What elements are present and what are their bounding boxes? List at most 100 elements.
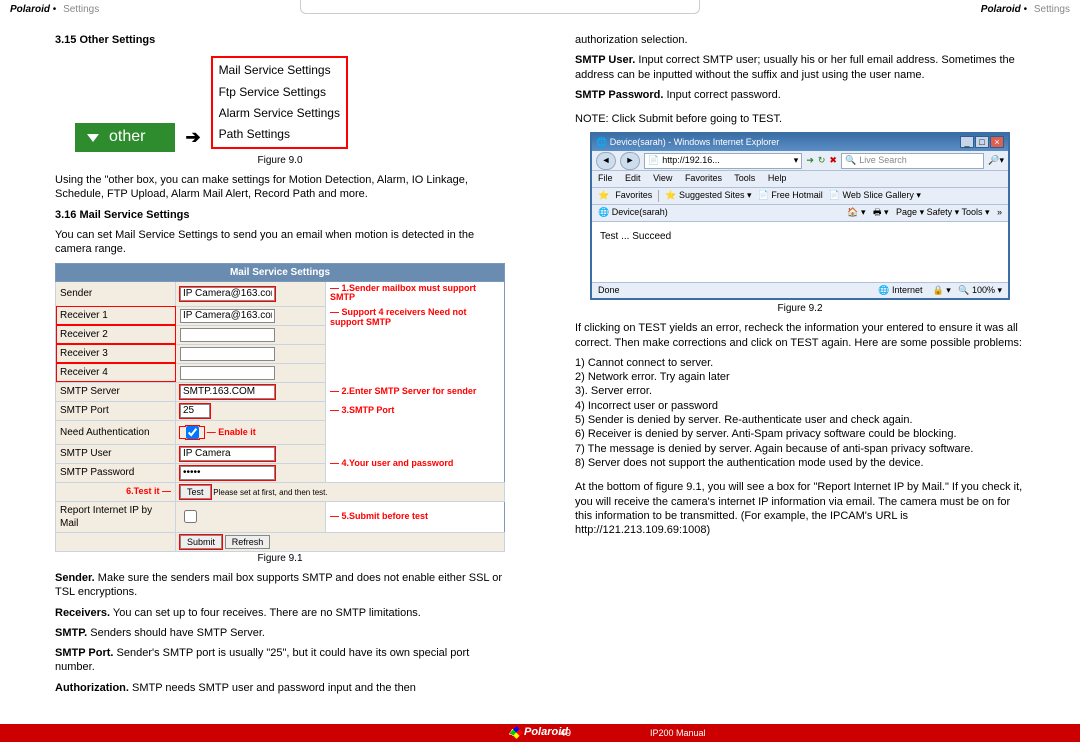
figure-caption: Figure 9.2 xyxy=(575,302,1025,315)
menu-item[interactable]: Tools xyxy=(734,173,755,183)
receiver4-input[interactable] xyxy=(180,366,275,380)
error-item: 6) Receiver is denied by server. Anti-Sp… xyxy=(575,427,1025,441)
tab-tools[interactable]: 🏠 ▾ 🖶 ▾ Page ▾ Safety ▾ Tools ▾ » xyxy=(847,207,1002,219)
favorites-label: Favorites xyxy=(615,190,652,202)
row-label: Receiver 1 xyxy=(56,306,176,325)
ie-status-bar: Done 🌐 Internet 🔒 ▾ 🔍 100% ▾ xyxy=(592,282,1008,299)
page-number: 49 xyxy=(560,728,571,739)
status-zone: Internet xyxy=(892,285,923,295)
list-item[interactable]: Mail Service Settings xyxy=(215,60,344,81)
table-title: Mail Service Settings xyxy=(56,263,505,281)
annotation: 6.Test it — xyxy=(126,487,171,497)
other-dropdown-button[interactable]: other xyxy=(75,123,175,152)
paragraph: At the bottom of figure 9.1, you will se… xyxy=(575,480,1025,537)
refresh-icon[interactable]: ↻ xyxy=(818,155,826,167)
forward-button[interactable]: ► xyxy=(620,152,640,170)
list-item[interactable]: Alarm Service Settings xyxy=(215,103,344,124)
menu-item[interactable]: Favorites xyxy=(685,173,722,183)
tab[interactable]: 🌐 Device(sarah) xyxy=(598,207,668,219)
fav-item[interactable]: ⭐ Suggested Sites ▾ xyxy=(665,190,751,202)
error-item: 4) Incorrect user or password xyxy=(575,399,1025,413)
receiver3-input[interactable] xyxy=(180,347,275,361)
arrow-right-icon: ➔ xyxy=(185,126,200,149)
page-icon: 📄 xyxy=(648,155,659,167)
header-right: Polaroid • Settings xyxy=(540,0,1080,18)
favorites-icon[interactable]: ⭐ xyxy=(598,190,609,202)
header-sub: Settings xyxy=(63,4,99,15)
receiver2-input[interactable] xyxy=(180,328,275,342)
header-sub: Settings xyxy=(1034,4,1070,15)
error-item: 3). Server error. xyxy=(575,384,1025,398)
row-label: SMTP User xyxy=(56,444,176,463)
error-item: 7) The message is denied by server. Agai… xyxy=(575,442,1025,456)
search-box[interactable]: 🔍Live Search xyxy=(841,153,984,169)
heading-mail-settings: 3.16 Mail Service Settings xyxy=(55,208,505,222)
header-brand: Polaroid xyxy=(10,4,50,15)
stop-icon[interactable]: ✖ xyxy=(829,155,837,167)
ie-page-icon: 🌐 xyxy=(596,137,607,147)
mail-service-table: Mail Service Settings Sender — 1.Sender … xyxy=(55,263,505,552)
menu-item[interactable]: Help xyxy=(768,173,787,183)
fav-item[interactable]: 📄 Web Slice Gallery ▾ xyxy=(829,190,921,202)
paragraph: SMTP User. Input correct SMTP user; usua… xyxy=(575,53,1025,82)
row-label: Report Internet IP by Mail xyxy=(56,501,176,532)
row-label: SMTP Password xyxy=(56,463,176,482)
figure-caption: Figure 9.1 xyxy=(55,552,505,565)
page-number: 48 xyxy=(509,728,520,739)
row-label: Sender xyxy=(56,281,176,306)
row-label: SMTP Port xyxy=(56,401,176,420)
paragraph: authorization selection. xyxy=(575,33,1025,47)
menu-item[interactable]: Edit xyxy=(625,173,641,183)
row-label: Need Authentication xyxy=(56,420,176,444)
row-label: Receiver 4 xyxy=(56,363,176,382)
figure-9-0: other ➔ Mail Service Settings Ftp Servic… xyxy=(75,53,505,152)
content-right: authorization selection. SMTP User. Inpu… xyxy=(540,18,1080,724)
fav-item[interactable]: 📄 Free Hotmail xyxy=(758,190,823,202)
back-button[interactable]: ◄ xyxy=(596,152,616,170)
address-bar[interactable]: 📄http://192.16... ▾ xyxy=(644,153,802,169)
footer-left: 48 xyxy=(0,724,540,742)
smtp-password-input[interactable] xyxy=(180,466,275,480)
menu-item[interactable]: File xyxy=(598,173,613,183)
go-button[interactable]: ➔ xyxy=(806,155,814,167)
submit-button[interactable]: Submit xyxy=(180,535,222,549)
annotation: — 2.Enter SMTP Server for sender xyxy=(330,387,476,397)
zoom-level: 100% xyxy=(972,285,995,295)
smtp-port-input[interactable] xyxy=(180,404,210,418)
page-right: Polaroid • Settings authorization select… xyxy=(540,0,1080,742)
page-left: Polaroid • Settings 3.15 Other Settings … xyxy=(0,0,540,742)
search-go[interactable]: 🔎▾ xyxy=(988,155,1004,167)
content-left: 3.15 Other Settings other ➔ Mail Service… xyxy=(0,18,540,724)
error-item: 8) Server does not support the authentic… xyxy=(575,456,1025,470)
paragraph: You can set Mail Service Settings to sen… xyxy=(55,228,505,257)
receiver1-input[interactable] xyxy=(180,309,275,323)
other-settings-list: Mail Service Settings Ftp Service Settin… xyxy=(211,56,348,149)
minimize-button[interactable]: _ xyxy=(960,136,974,148)
sender-input[interactable] xyxy=(180,287,275,301)
other-button-label: other xyxy=(109,127,145,148)
report-ip-checkbox[interactable] xyxy=(184,510,197,523)
dropdown-triangle-icon xyxy=(87,134,99,142)
list-item[interactable]: Ftp Service Settings xyxy=(215,82,344,103)
figure-caption: Figure 9.0 xyxy=(55,154,505,167)
window-buttons: _□× xyxy=(959,136,1004,149)
refresh-button[interactable]: Refresh xyxy=(225,535,271,549)
ie-page-content: Test ... Succeed xyxy=(592,222,1008,282)
paragraph: SMTP Password. Input correct password. xyxy=(575,88,1025,102)
list-item[interactable]: Path Settings xyxy=(215,124,344,145)
ie-browser-window: 🌐 Device(sarah) - Windows Internet Explo… xyxy=(590,132,1010,300)
paragraph: If clicking on TEST yields an error, rec… xyxy=(575,321,1025,350)
test-button[interactable]: Test xyxy=(180,485,211,499)
menu-item[interactable]: View xyxy=(653,173,672,183)
paragraph: NOTE: Click Submit before going to TEST. xyxy=(575,112,1025,126)
annotation: — 5.Submit before test xyxy=(330,512,428,522)
maximize-button[interactable]: □ xyxy=(975,136,989,148)
search-icon: 🔍 xyxy=(845,155,856,167)
paragraph: SMTP. Senders should have SMTP Server. xyxy=(55,626,505,640)
smtp-server-input[interactable] xyxy=(180,385,275,399)
row-label: Receiver 3 xyxy=(56,344,176,363)
paragraph: Sender. Make sure the senders mail box s… xyxy=(55,571,505,600)
close-button[interactable]: × xyxy=(990,136,1004,148)
smtp-user-input[interactable] xyxy=(180,447,275,461)
need-auth-checkbox[interactable] xyxy=(186,426,199,439)
